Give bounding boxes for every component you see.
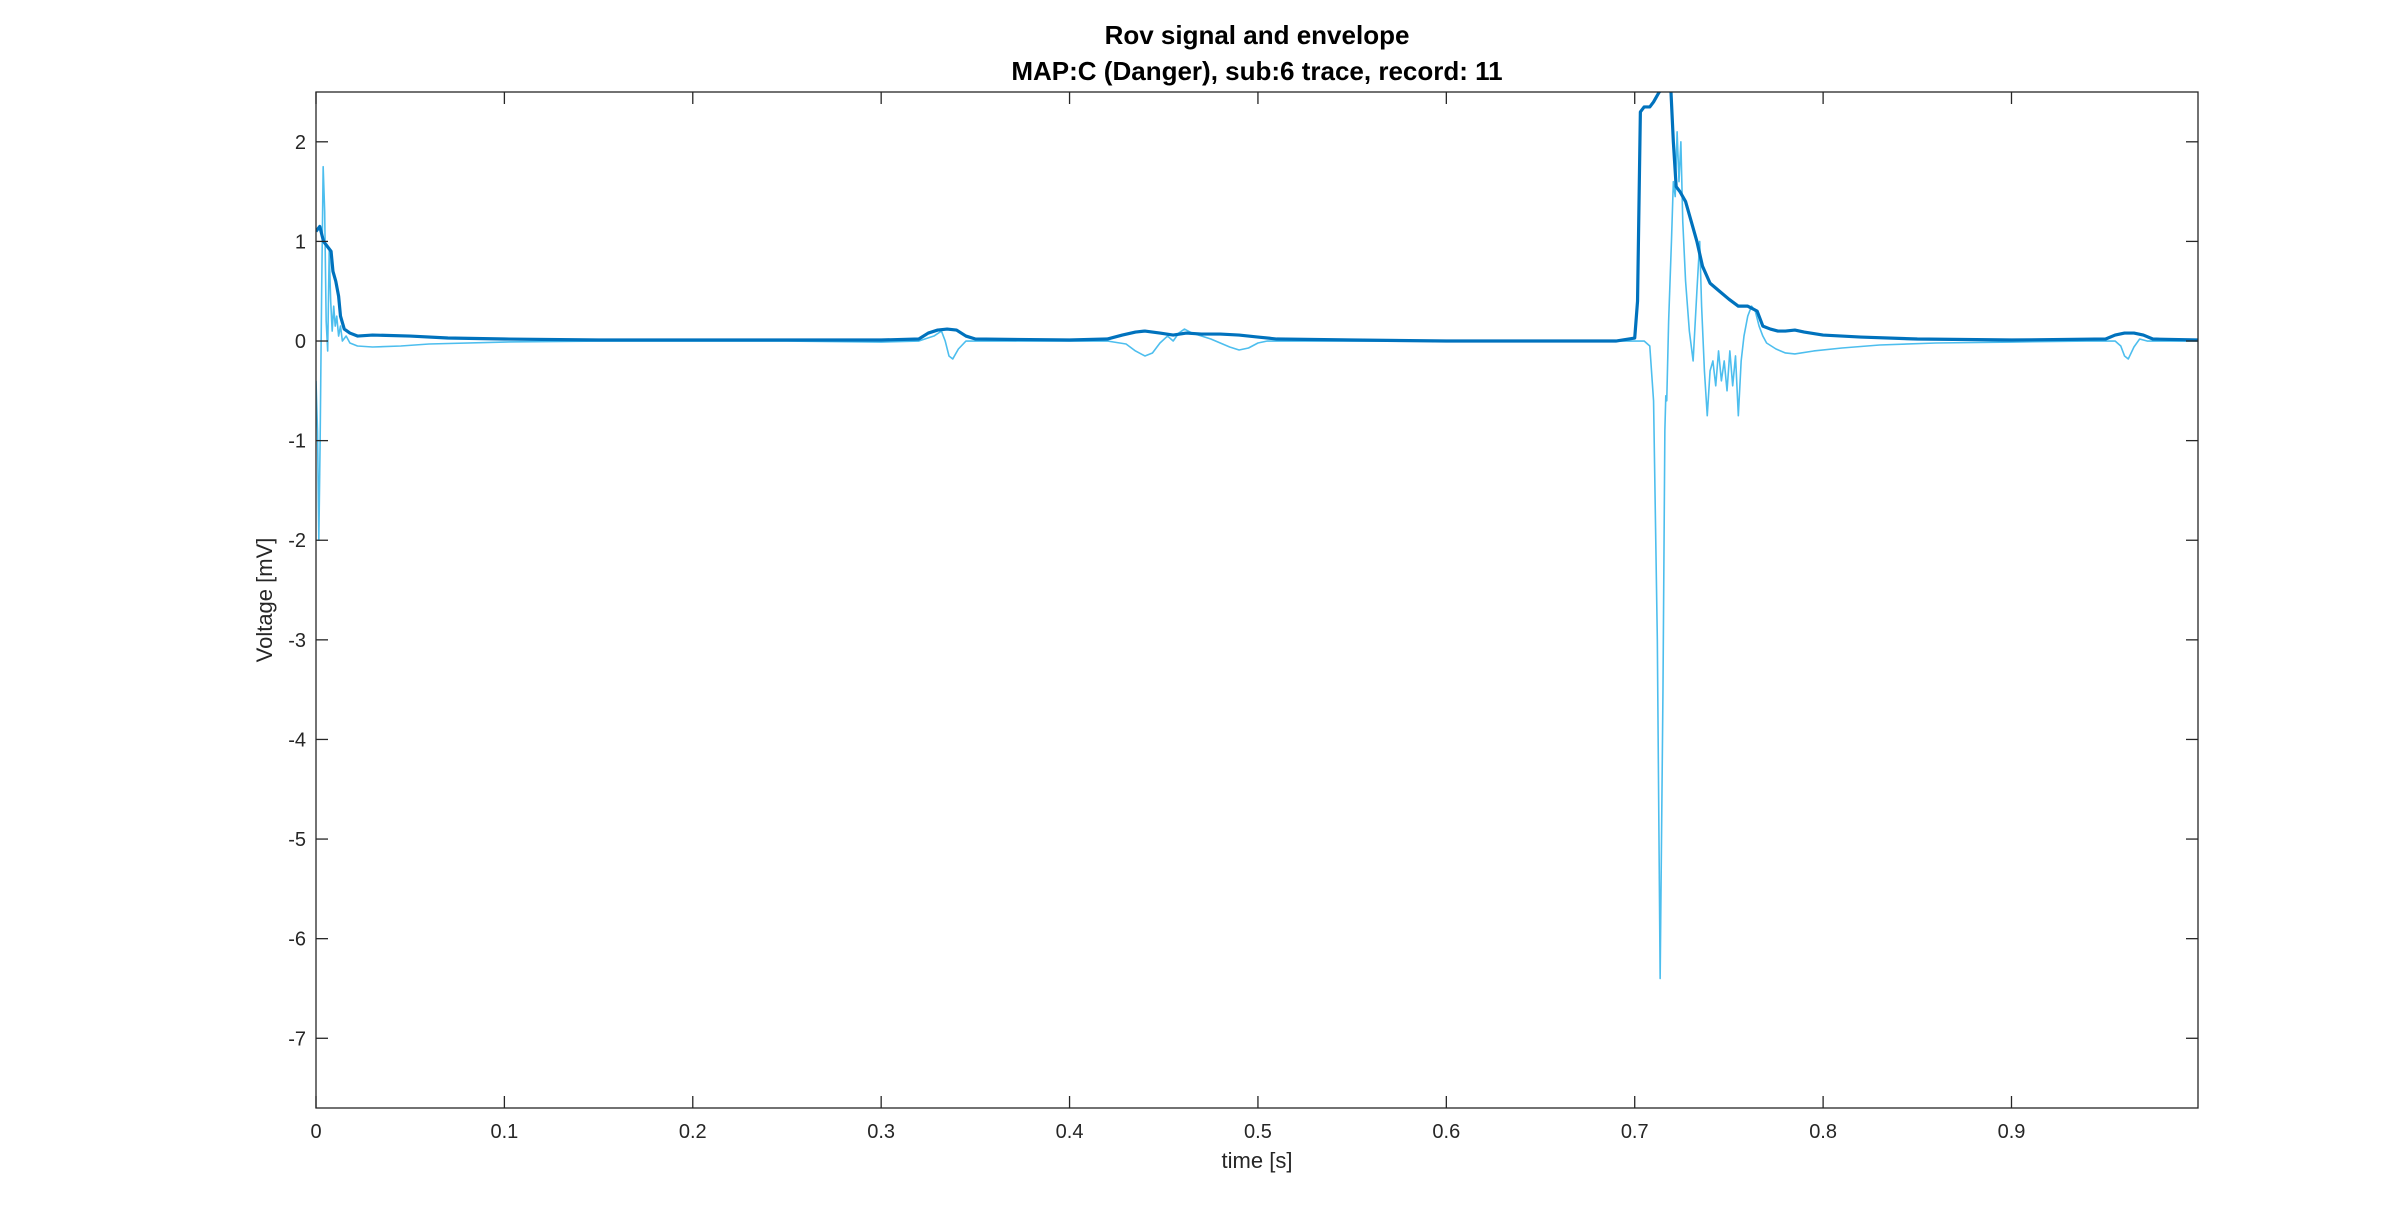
y-tick-label: -7	[288, 1028, 306, 1050]
y-tick-label: -4	[288, 729, 306, 751]
x-tick-label: 0.2	[679, 1121, 707, 1143]
x-tick-label: 0.6	[1432, 1121, 1460, 1143]
plot-area	[315, 91, 2199, 1109]
plot-background	[316, 92, 2198, 1108]
y-tick-label: 0	[295, 331, 306, 353]
y-tick-label: -3	[288, 630, 306, 652]
x-tick-label: 0.1	[490, 1121, 518, 1143]
y-tick-label: 1	[295, 231, 306, 253]
x-axis-label: time [s]	[1222, 1148, 1293, 1173]
y-tick-label: 2	[295, 132, 306, 154]
chart-title: Rov signal and envelope	[1105, 20, 1410, 50]
x-tick-label: 0.7	[1621, 1121, 1649, 1143]
chart-subtitle: MAP:C (Danger), sub:6 trace, record: 11	[1011, 56, 1502, 86]
x-axis: 0 0.1 0.2 0.3 0.4 0.5 0.6 0.7 0.8 0.9	[310, 92, 2025, 1143]
x-tick-label: 0.9	[1998, 1121, 2026, 1143]
y-axis: 2 1 0 -1 -2 -3 -4 -5 -6 -7	[288, 132, 2198, 1050]
axes-box	[315, 91, 2199, 1109]
y-axis-label: Voltage [mV]	[252, 538, 277, 663]
y-tick-label: -1	[288, 431, 306, 453]
x-tick-label: 0.4	[1056, 1121, 1084, 1143]
y-tick-label: -6	[288, 929, 306, 951]
envelope-series-line	[316, 92, 2198, 343]
x-tick-label: 0.3	[867, 1121, 895, 1143]
x-tick-label: 0	[310, 1121, 321, 1143]
x-tick-label: 0.5	[1244, 1121, 1272, 1143]
x-tick-label: 0.8	[1809, 1121, 1837, 1143]
y-tick-label: -2	[288, 530, 306, 552]
y-tick-label: -5	[288, 829, 306, 851]
